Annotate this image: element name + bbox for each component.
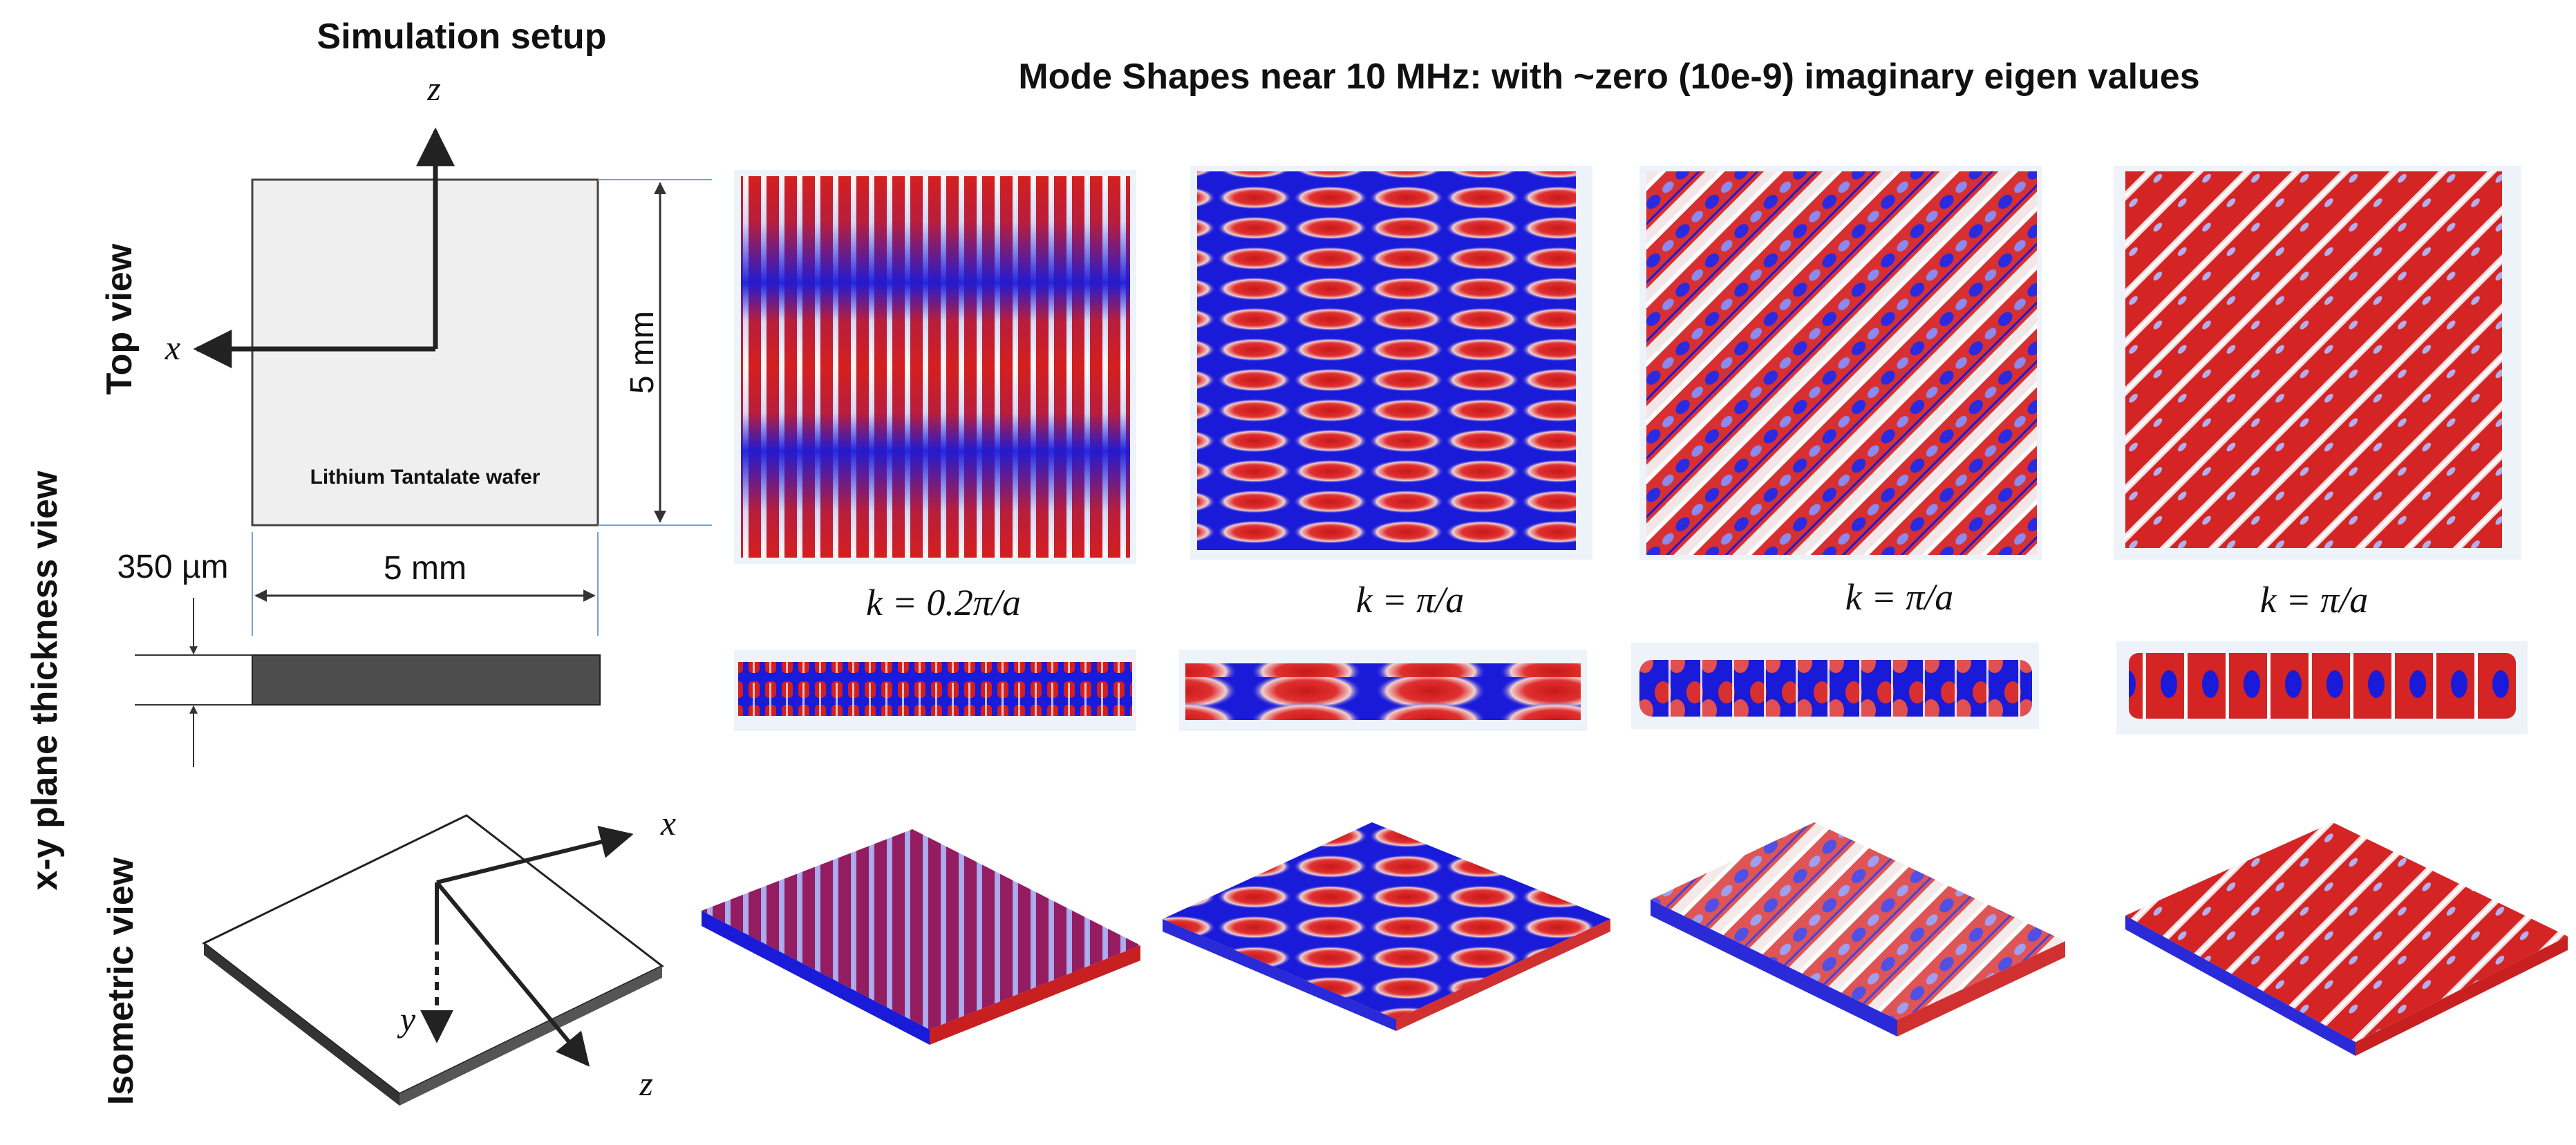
iso-x-axis-label: x <box>660 804 676 842</box>
mode-1-top-bands <box>741 176 1130 558</box>
mode-3-isometric-edge-side <box>1897 941 2065 1037</box>
mode-4-top-view <box>2125 171 2502 548</box>
setup-thickness-view: 350 µm <box>117 549 601 767</box>
row-label-top-view: Top view <box>100 243 140 395</box>
mode-1-isometric-edge-front <box>702 911 930 1045</box>
height-dimension-label: 5 mm <box>624 311 661 394</box>
mode-2-isometric-view <box>1163 822 1610 1019</box>
mode-1 <box>702 170 1140 1045</box>
mode-1-isometric-view <box>702 829 1140 1030</box>
mode-2-isometric-edge-front <box>1163 919 1396 1031</box>
mode-4-isometric-edge-side <box>2356 936 2568 1056</box>
mode-4 <box>2114 166 2568 1056</box>
mode-3 <box>1631 166 2065 1037</box>
iso-wafer-top <box>202 814 664 1095</box>
wafer-top-square <box>251 178 599 527</box>
mode-4-k-label: k = π/a <box>2260 579 2368 621</box>
width-dimension-label: 5 mm <box>384 550 467 587</box>
mode-3-isometric-view <box>1651 822 2065 1020</box>
setup-top-view: z x Lithium Tantalate wafer 5 mm 5 mm <box>164 69 712 636</box>
iso-z-axis-arrow <box>435 881 590 1067</box>
mode-4-thickness-view <box>2129 653 2516 719</box>
x-axis-label: x <box>164 328 180 367</box>
mode-3-k-label: k = π/a <box>1845 576 1953 618</box>
iso-x-axis-arrow <box>436 826 634 884</box>
mode-3-thickness-view <box>1639 660 2032 717</box>
mode-2-top-view <box>1197 171 1576 550</box>
mode-4-isometric-view <box>2125 822 2568 1042</box>
iso-wafer-side-edge <box>399 966 662 1106</box>
setup-isometric-view: x z y <box>202 804 676 1106</box>
iso-z-axis-label: z <box>639 1064 652 1103</box>
mode-2-thickness-view <box>1185 663 1581 720</box>
mode-3-isometric-edge-front <box>1651 900 1897 1037</box>
mode-1-isometric-edge-side <box>930 945 1140 1045</box>
mode-2-isometric-edge-side <box>1396 919 1610 1031</box>
mode-3-isometric-shade <box>1651 822 2065 1020</box>
mode-1-thickness-view <box>738 662 1132 716</box>
thickness-dimension-label: 350 µm <box>117 549 228 585</box>
mode-2 <box>1163 166 1610 1031</box>
wafer-label: Lithium Tantalate wafer <box>310 466 540 489</box>
mode-1-isometric-shade <box>702 829 1140 1030</box>
mode-1-k-label: k = 0.2π/a <box>866 582 1021 623</box>
row-label-thickness-view: x-y plane thickness view <box>25 471 65 890</box>
mode-4-isometric-edge-front <box>2125 916 2356 1056</box>
mode-2-k-label: k = π/a <box>1356 579 1464 621</box>
main-title: Mode Shapes near 10 MHz: with ~zero (10e… <box>1018 57 2199 97</box>
iso-wafer-front-edge <box>204 943 399 1106</box>
row-label-isometric-view: Isometric view <box>101 857 141 1105</box>
mode-3-top-view <box>1646 171 2037 555</box>
z-axis-label: z <box>426 69 440 108</box>
iso-y-axis-label: y <box>397 1000 416 1039</box>
setup-title: Simulation setup <box>317 17 607 57</box>
wafer-cross-section <box>252 654 601 706</box>
